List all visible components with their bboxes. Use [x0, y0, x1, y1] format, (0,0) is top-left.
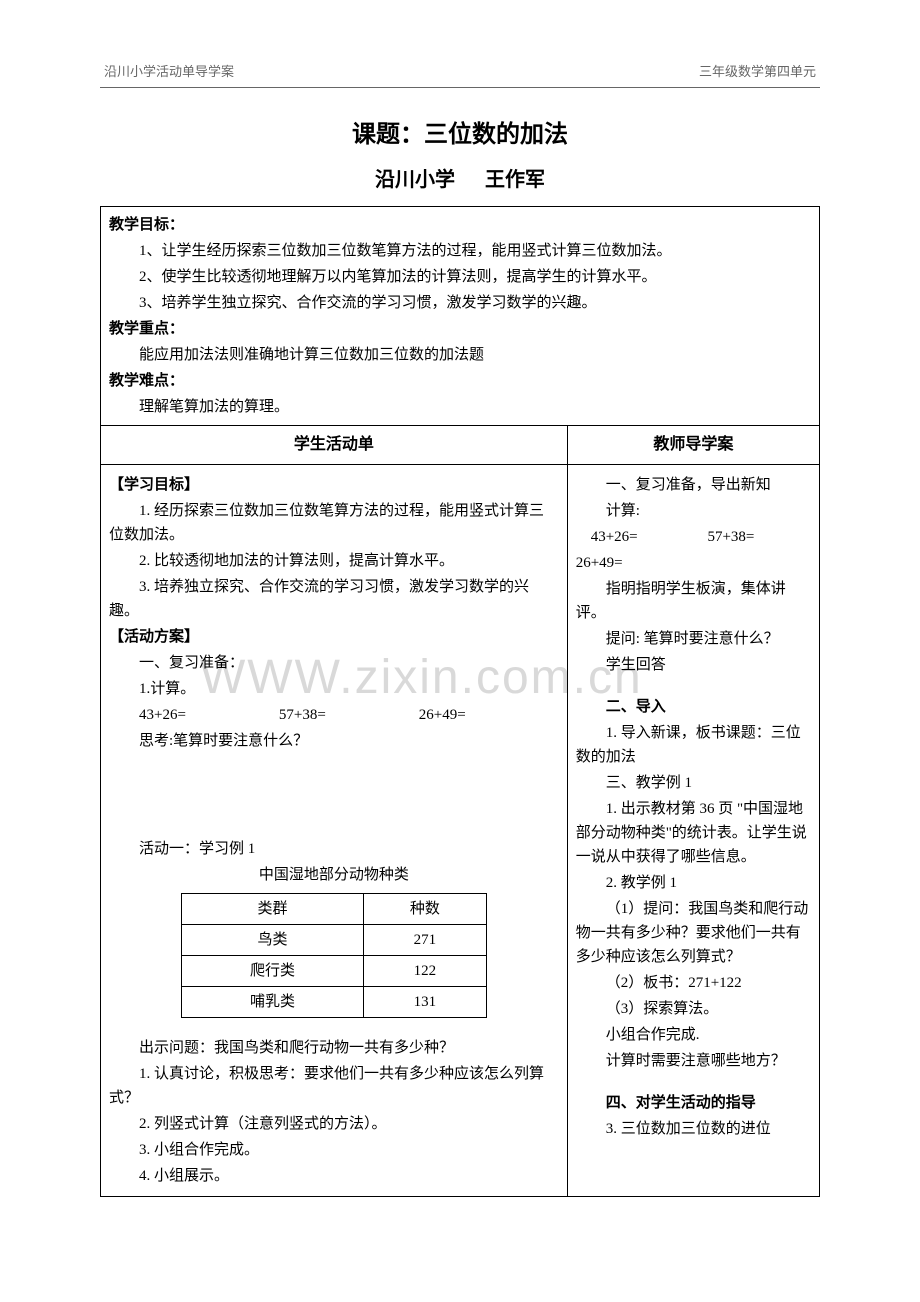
t-note1: 指明指明学生板演，集体讲评。 — [576, 577, 811, 625]
th-count: 种数 — [364, 893, 487, 924]
calc-2: 57+38= — [279, 703, 419, 727]
objectives-label: 教学目标： — [109, 213, 811, 237]
lesson-title: 课题：三位数的加法 — [100, 116, 820, 154]
keypoint-label: 教学重点： — [109, 317, 811, 341]
blank — [576, 679, 811, 693]
two-column-layout: 学生活动单 【学习目标】 1. 经历探索三位数加三位数笔算方法的过程，能用竖式计… — [101, 425, 819, 1196]
learn-goal-2: 2. 比较透彻地加法的计算法则，提高计算水平。 — [109, 549, 559, 573]
table-title: 中国湿地部分动物种类 — [109, 863, 559, 887]
think-question: 思考:笔算时要注意什么？ — [109, 729, 559, 753]
page-header: 沿川小学活动单导学案 三年级数学第四单元 — [100, 62, 820, 83]
calc-3: 26+49= — [419, 703, 559, 727]
step-3: 3. 小组合作完成。 — [109, 1138, 559, 1162]
calc-1: 43+26= — [139, 703, 279, 727]
td-mammal: 哺乳类 — [181, 986, 363, 1017]
blank-3 — [576, 1075, 811, 1089]
school-name: 沿川小学 — [375, 169, 455, 191]
t-sec3-2a: （1）提问：我国鸟类和爬行动物一共有多少种？要求他们一共有多少种应该怎么列算式？ — [576, 897, 811, 969]
step-1: 1. 认真讨论，积极思考：要求他们一共有多少种应该怎么列算式？ — [109, 1062, 559, 1110]
header-right: 三年级数学第四单元 — [699, 62, 816, 83]
blank-space — [109, 755, 559, 835]
td-mammal-n: 131 — [364, 986, 487, 1017]
t-note3: 学生回答 — [576, 653, 811, 677]
difficulty-label: 教学难点： — [109, 369, 811, 393]
t-sec1: 一、复习准备，导出新知 — [576, 473, 811, 497]
plan-label: 【活动方案】 — [109, 625, 559, 649]
t-calc2: 57+38= — [707, 529, 754, 545]
keypoint-text: 能应用加法法则准确地计算三位数加三位数的加法题 — [109, 343, 811, 367]
teacher-body: 一、复习准备，导出新知 计算: 43+26=57+38= 26+49= 指明指明… — [568, 465, 819, 1149]
td-birds-n: 271 — [364, 924, 487, 955]
lesson-subtitle: 沿川小学 王作军 — [100, 164, 820, 196]
td-reptile-n: 122 — [364, 955, 487, 986]
step-4: 4. 小组展示。 — [109, 1164, 559, 1188]
t-sec3-2b: （2）板书：271+122 — [576, 971, 811, 995]
difficulty-text: 理解笔算加法的算理。 — [109, 395, 811, 419]
t-calc-label: 计算: — [576, 499, 811, 523]
teacher-column: 教师导学案 一、复习准备，导出新知 计算: 43+26=57+38= 26+49… — [568, 426, 819, 1196]
t-sec3-2e: 计算时需要注意哪些地方？ — [576, 1049, 811, 1073]
table-row: 类群 种数 — [181, 893, 486, 924]
table-row: 鸟类 271 — [181, 924, 486, 955]
student-body: 【学习目标】 1. 经历探索三位数加三位数笔算方法的过程，能用竖式计算三位数加法… — [101, 465, 567, 1196]
table-row: 爬行类 122 — [181, 955, 486, 986]
step-2: 2. 列竖式计算（注意列竖式的方法）。 — [109, 1112, 559, 1136]
student-column: 学生活动单 【学习目标】 1. 经历探索三位数加三位数笔算方法的过程，能用竖式计… — [101, 426, 568, 1196]
calc-row: 43+26= 57+38= 26+49= — [109, 703, 559, 727]
learning-goals-label: 【学习目标】 — [109, 473, 559, 497]
t-calc-row1: 43+26=57+38= — [576, 525, 811, 549]
objectives-section: 教学目标： 1、让学生经历探索三位数加三位数笔算方法的过程，能用竖式计算三位数加… — [101, 207, 819, 425]
t-sec3-2c: （3）探索算法。 — [576, 997, 811, 1021]
objective-3: 3、培养学生独立探究、合作交流的学习习惯，激发学习数学的兴趣。 — [109, 291, 811, 315]
header-left: 沿川小学活动单导学案 — [104, 62, 234, 83]
t-sec3-2d: 小组合作完成. — [576, 1023, 811, 1047]
activity1-label: 活动一：学习例 1 — [109, 837, 559, 861]
objective-1: 1、让学生经历探索三位数加三位数笔算方法的过程，能用竖式计算三位数加法。 — [109, 239, 811, 263]
td-reptile: 爬行类 — [181, 955, 363, 986]
t-sec2-1: 1. 导入新课，板书课题：三位数的加法 — [576, 721, 811, 769]
teacher-header: 教师导学案 — [568, 426, 819, 465]
t-note2: 提问: 笔算时要注意什么？ — [576, 627, 811, 651]
t-sec4: 四、对学生活动的指导 — [576, 1091, 811, 1115]
learn-goal-3: 3. 培养独立探究、合作交流的学习习惯，激发学习数学的兴趣。 — [109, 575, 559, 623]
t-sec4-1: 3. 三位数加三位数的进位 — [576, 1117, 811, 1141]
author-name: 王作军 — [485, 169, 545, 191]
th-group: 类群 — [181, 893, 363, 924]
t-calc1: 43+26= — [576, 525, 708, 549]
t-calc-row2: 26+49= — [576, 551, 811, 575]
question-1: 出示问题：我国鸟类和爬行动物一共有多少种？ — [109, 1036, 559, 1060]
t-sec3: 三、教学例 1 — [576, 771, 811, 795]
animal-table: 类群 种数 鸟类 271 爬行类 122 哺乳类 131 — [181, 893, 487, 1018]
t-sec3-2: 2. 教学例 1 — [576, 871, 811, 895]
header-underline — [100, 87, 820, 88]
t-sec2: 二、导入 — [576, 695, 811, 719]
td-birds: 鸟类 — [181, 924, 363, 955]
student-header: 学生活动单 — [101, 426, 567, 465]
calc-label: 1.计算。 — [109, 677, 559, 701]
prep-label: 一、复习准备： — [109, 651, 559, 675]
objective-2: 2、使学生比较透彻地理解万以内笔算加法的计算法则，提高学生的计算水平。 — [109, 265, 811, 289]
t-sec3-1: 1. 出示教材第 36 页 "中国湿地部分动物种类"的统计表。让学生说一说从中获… — [576, 797, 811, 869]
blank-space-2 — [109, 1024, 559, 1034]
lesson-box: 教学目标： 1、让学生经历探索三位数加三位数笔算方法的过程，能用竖式计算三位数加… — [100, 206, 820, 1197]
learn-goal-1: 1. 经历探索三位数加三位数笔算方法的过程，能用竖式计算三位数加法。 — [109, 499, 559, 547]
table-row: 哺乳类 131 — [181, 986, 486, 1017]
